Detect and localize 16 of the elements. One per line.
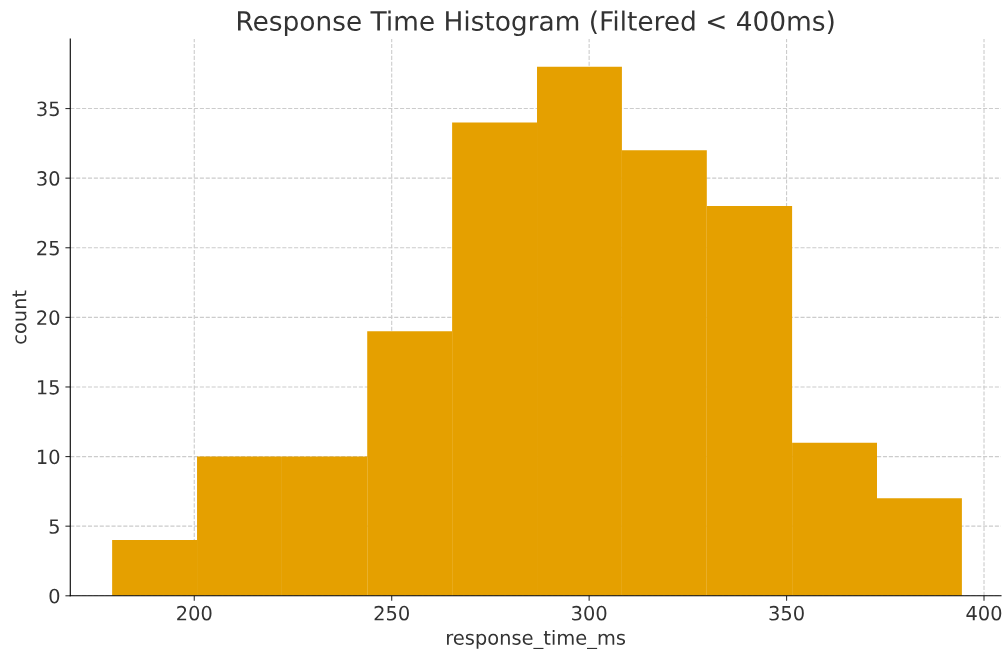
y-axis-title: count	[12, 290, 27, 344]
x-tick-label: 200	[177, 605, 212, 621]
x-axis-title: response_time_ms	[447, 629, 626, 649]
x-tick-label: 300	[572, 605, 607, 621]
y-tick-label: 35	[37, 101, 59, 117]
y-tick-label: 25	[37, 240, 59, 256]
chart-title: Response Time Histogram (Filtered < 400ms)	[238, 10, 834, 37]
y-tick-label: 20	[37, 310, 60, 326]
y-tick-label: 30	[37, 171, 60, 186]
x-tick-label: 250	[374, 605, 409, 621]
y-tick-label: 5	[49, 519, 59, 534]
x-tick-label: 400	[966, 605, 1002, 621]
y-tick-label: 15	[37, 380, 59, 395]
y-tick-label: 10	[37, 449, 60, 465]
x-tick-label: 350	[769, 605, 804, 621]
y-tick-label: 0	[49, 588, 60, 604]
